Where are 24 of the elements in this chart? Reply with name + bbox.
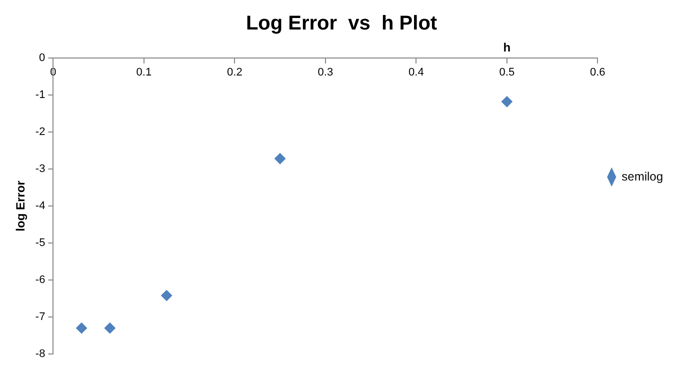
x-axis-title: h [503,40,511,54]
y-tick-label: -4 [35,200,46,212]
y-tick-label: -3 [35,163,46,176]
point [274,153,286,164]
y-tick-label: -5 [35,237,46,250]
x-tick-label: 0.4 [408,66,424,79]
x-tick-label: 0.6 [590,66,606,79]
y-tick-label: -2 [35,126,46,138]
x-tick-label: 0.1 [136,66,152,79]
y-tick-label: 0 [39,52,46,64]
point [76,322,88,334]
y-tick-label: -1 [35,89,46,102]
y-tick-label: -6 [35,274,46,286]
y-tick-label: -7 [35,311,46,324]
point [161,290,172,302]
x-tick-label: 0.5 [499,66,515,79]
legend-label: semilog [622,169,664,184]
point [104,322,116,334]
y-axis-title: log Error [14,180,28,232]
x-tick-label: 0.3 [318,66,334,79]
chart-title: Log Error vs h Plot [246,12,438,35]
point [501,96,512,108]
x-tick-label: 0.2 [227,66,242,79]
y-tick-label: -8 [35,348,46,360]
